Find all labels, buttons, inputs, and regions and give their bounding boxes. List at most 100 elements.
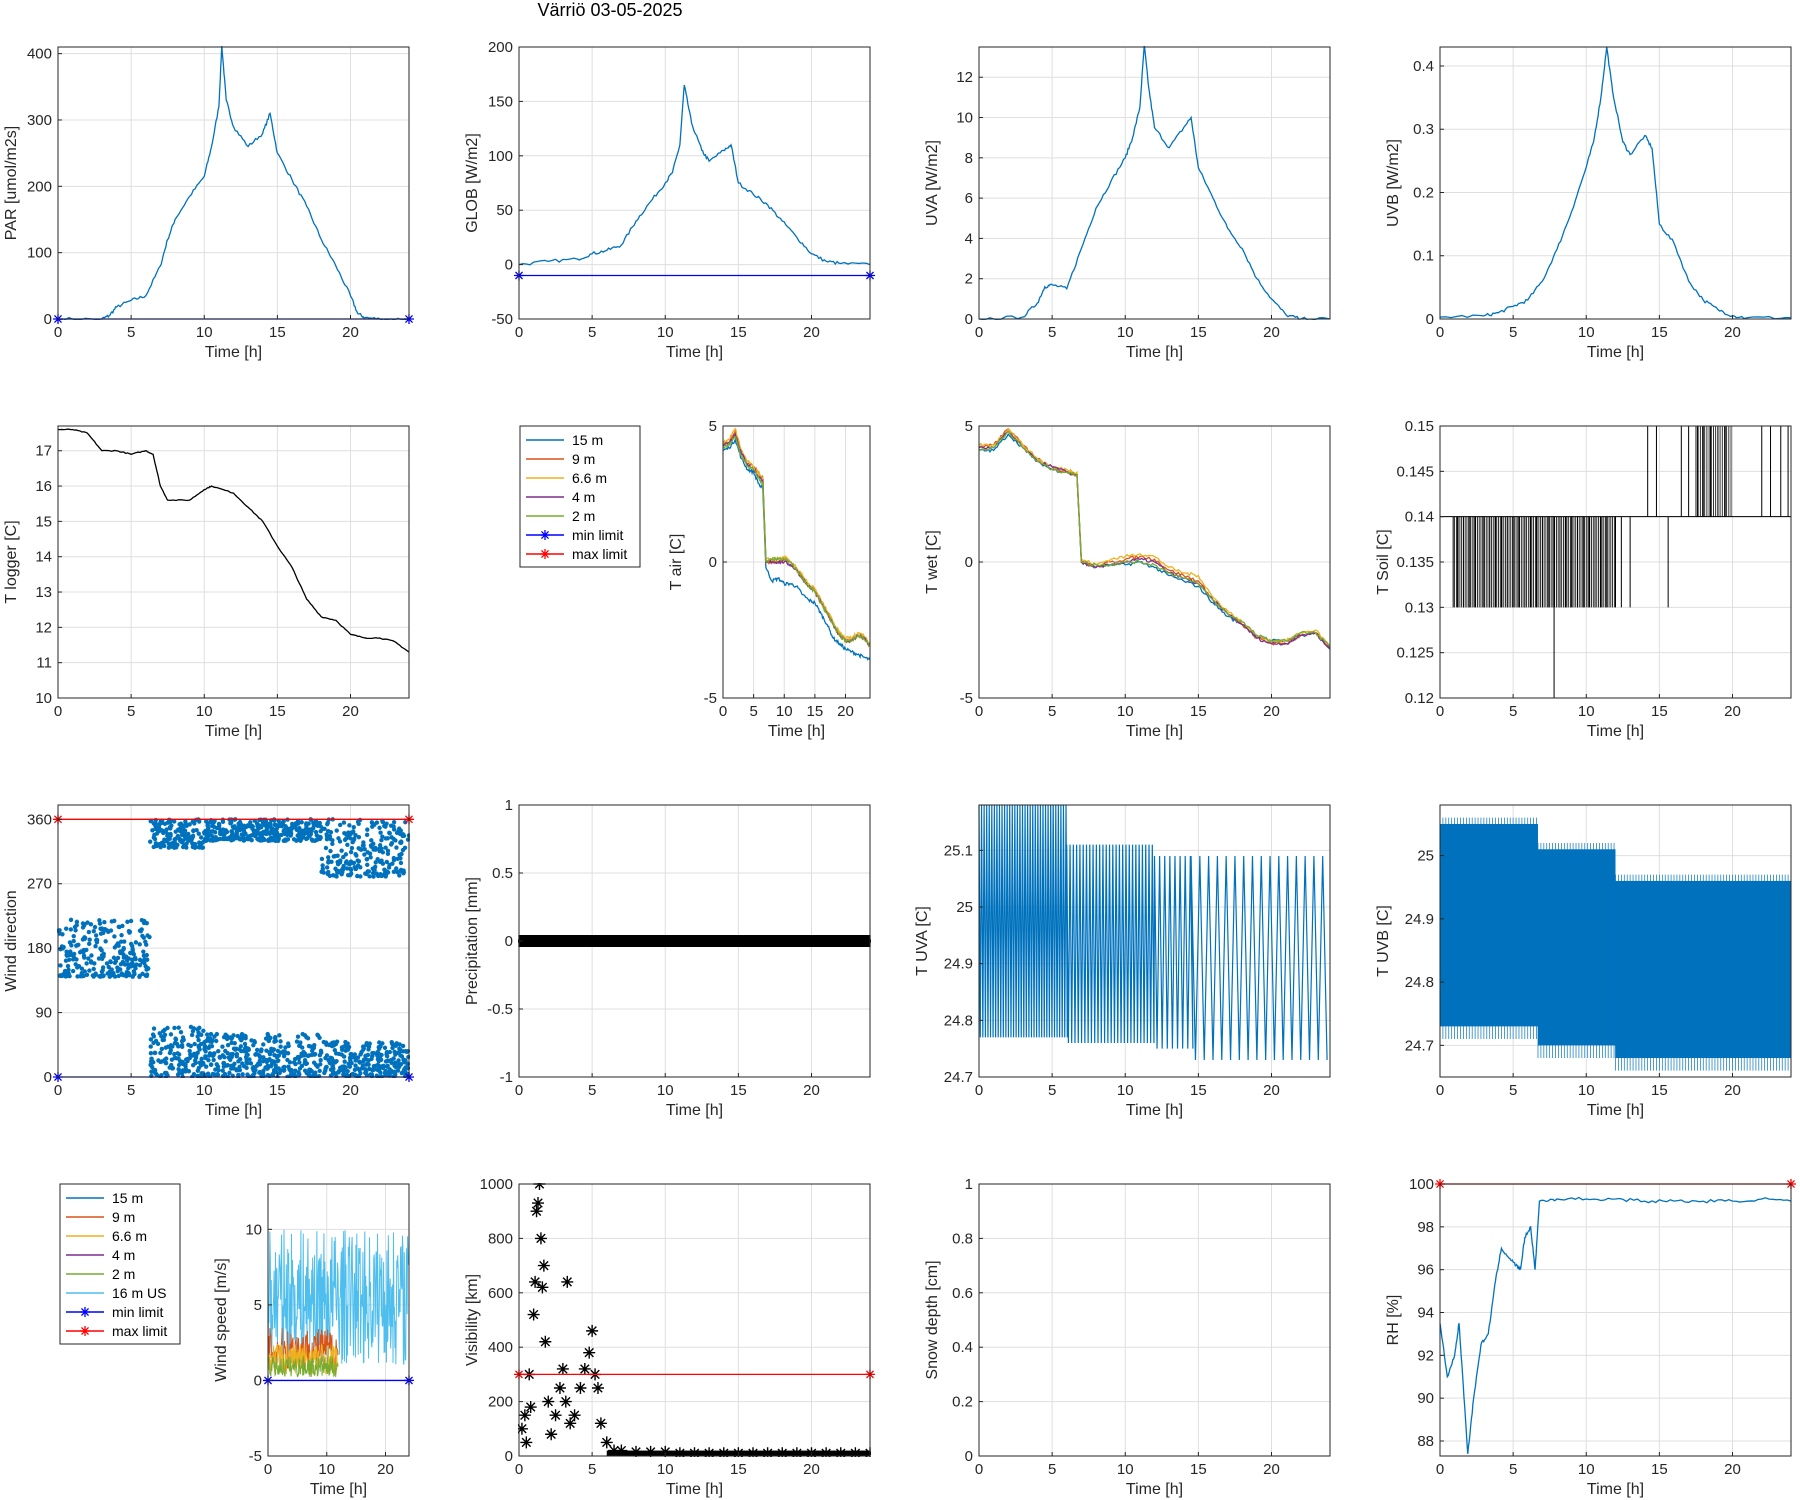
x-tick-label: 20 xyxy=(1263,1461,1280,1478)
star-marker xyxy=(537,1259,550,1272)
star-marker xyxy=(761,935,774,947)
scatter-point xyxy=(92,924,98,930)
scatter-point xyxy=(202,831,207,836)
x-tick-label: 0 xyxy=(975,1461,983,1478)
scatter-point xyxy=(330,841,335,847)
scatter-point xyxy=(71,951,77,957)
scatter-point xyxy=(377,848,382,854)
scatter-point xyxy=(333,1071,339,1076)
legend-label: 9 m xyxy=(112,1209,135,1225)
scatter-point xyxy=(371,874,376,879)
chart-uvb: 0 5 10 15 20 0 0.1 0.2 0.3 0.4 Time [h] UVB [W/m2] xyxy=(1385,46,1792,361)
y-tick-label: 0 xyxy=(965,1448,973,1465)
scatter-point xyxy=(282,1064,287,1070)
x-tick-label: 0 xyxy=(54,324,62,341)
scatter-point xyxy=(109,967,114,972)
scatter-point xyxy=(326,859,331,865)
scatter-point xyxy=(182,842,187,848)
x-tick-label: 20 xyxy=(342,1082,359,1099)
scatter-point xyxy=(377,843,383,848)
data-layer xyxy=(722,427,871,661)
scatter-point xyxy=(115,966,121,971)
y-tick-label: 25 xyxy=(1417,848,1434,865)
data-layer xyxy=(267,1229,410,1382)
star-marker xyxy=(583,1346,596,1359)
scatter-point xyxy=(188,1024,194,1030)
scatter-point xyxy=(68,927,74,932)
scatter-point xyxy=(327,834,333,839)
scatter-point xyxy=(86,956,91,961)
chart-tuva: 0 5 10 15 20 24.7 24.8 24.9 25 25.1 Time [h] T UVA … xyxy=(914,804,1331,1119)
data-layer xyxy=(978,804,1328,1061)
scatter-point xyxy=(126,966,131,971)
scatter-point xyxy=(218,829,224,834)
scatter-point xyxy=(248,820,253,825)
scatter-point xyxy=(91,966,96,972)
scatter-point xyxy=(348,830,354,835)
scatter-point xyxy=(389,1068,394,1074)
scatter-point xyxy=(365,827,370,832)
scatter-point xyxy=(366,1047,371,1052)
axes-box xyxy=(978,46,1331,320)
scatter-point xyxy=(332,1060,338,1065)
scatter-point xyxy=(398,860,404,866)
scatter-point xyxy=(382,823,387,829)
scatter-point xyxy=(152,1050,157,1056)
scatter-point xyxy=(103,939,108,944)
scatter-point xyxy=(363,871,368,876)
scatter-point xyxy=(358,865,363,870)
scatter-point xyxy=(198,835,204,840)
scatter-point xyxy=(202,837,208,842)
scatter-point xyxy=(267,1051,273,1057)
chart-snow: 0 5 10 15 20 0 0.2 0.4 0.6 0.8 1 Time [h] Snow depth… xyxy=(924,1176,1331,1498)
scatter-point xyxy=(258,834,263,840)
star-marker xyxy=(666,935,679,947)
star-marker xyxy=(556,935,569,947)
scatter-point xyxy=(400,832,406,837)
star-marker xyxy=(710,935,723,947)
scatter-point xyxy=(380,834,385,839)
star-marker xyxy=(812,935,825,947)
scatter-point xyxy=(173,1036,178,1041)
scatter-point xyxy=(198,1060,203,1066)
scatter-point xyxy=(199,1056,204,1062)
scatter-point xyxy=(216,821,222,827)
star-marker xyxy=(556,1362,569,1375)
y-axis-label: T Soil [C] xyxy=(1375,529,1392,595)
star-marker xyxy=(798,935,811,947)
scatter-point xyxy=(361,1057,367,1062)
scatter-point xyxy=(109,972,114,978)
scatter-point xyxy=(348,849,354,855)
y-tick-label: 400 xyxy=(27,46,52,63)
scatter-point xyxy=(84,947,89,953)
star-marker xyxy=(520,935,533,947)
scatter-point xyxy=(305,828,310,834)
y-tick-label: 0 xyxy=(505,1448,513,1465)
scatter-point xyxy=(341,854,346,860)
y-tick-label: 50 xyxy=(496,202,513,219)
scatter-point xyxy=(72,924,78,930)
scatter-point xyxy=(74,919,80,925)
star-marker xyxy=(608,935,621,947)
scatter-point xyxy=(152,832,157,838)
scatter-point xyxy=(184,834,190,839)
scatter-point xyxy=(311,820,317,825)
scatter-point xyxy=(144,973,149,979)
scatter-point xyxy=(210,1071,216,1077)
scatter-point xyxy=(328,1055,333,1061)
scatter-point xyxy=(130,960,135,966)
scatter-point xyxy=(391,869,397,874)
scatter-point xyxy=(281,838,287,843)
scatter-point xyxy=(115,941,121,946)
star-marker xyxy=(768,935,781,947)
series-line xyxy=(57,46,410,320)
scatter-point xyxy=(169,1057,175,1062)
scatter-point xyxy=(234,1051,240,1057)
star-marker xyxy=(553,1382,566,1394)
scatter-point xyxy=(68,949,73,954)
data-layer xyxy=(57,428,410,653)
y-tick-label: 200 xyxy=(488,39,513,56)
y-axis-label: Visibility [km] xyxy=(464,1274,481,1366)
y-tick-label: 17 xyxy=(35,443,52,460)
